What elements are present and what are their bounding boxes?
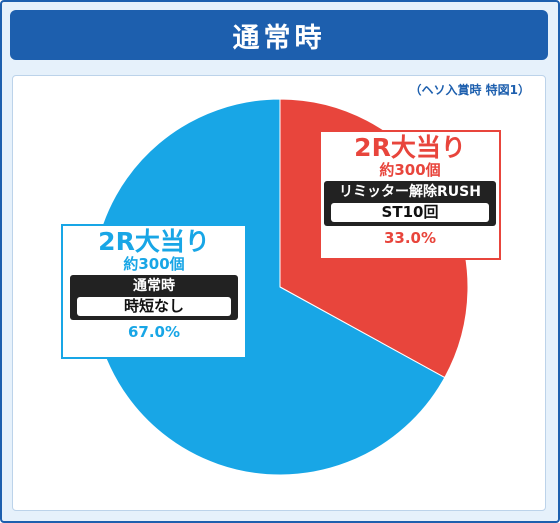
slice-result: 時短なし [77,297,231,316]
slice-title: 2R大当り [98,227,210,256]
chart-note: （ヘソ入賞時 特図1） [409,83,530,97]
slice-detail-box: リミッター解除RUSH ST10回 [324,181,496,226]
chart-title: 通常時 [10,10,548,60]
slice-detail-box: 通常時 時短なし [70,275,238,320]
slice-card-rush: 2R大当り 約300個 リミッター解除RUSH ST10回 33.0% [319,130,501,260]
pie-slice-normal [91,98,446,476]
slice-percent-label: 67.0% [127,323,181,341]
slice-balls: 約300個 [379,161,441,179]
slice-card-normal: 2R大当り 約300個 通常時 時短なし 67.0% [61,224,247,359]
slice-mode: リミッター解除RUSH [339,184,481,200]
slice-percent-label: 33.0% [383,229,437,247]
slice-balls: 約300個 [123,255,185,273]
slice-title: 2R大当り [354,133,466,162]
slice-mode: 通常時 [133,278,175,294]
slice-result: ST10回 [331,203,489,222]
